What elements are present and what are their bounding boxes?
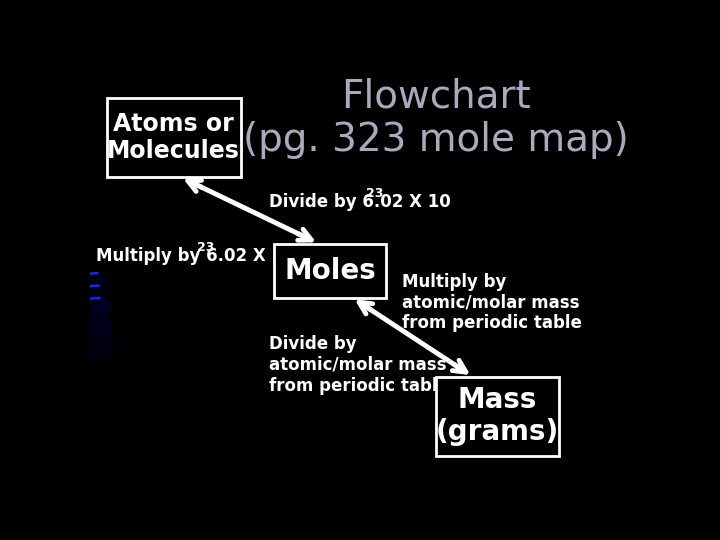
- FancyBboxPatch shape: [274, 244, 386, 298]
- Text: Divide by
atomic/molar mass
from periodic table: Divide by atomic/molar mass from periodi…: [269, 335, 449, 395]
- Text: Moles: Moles: [284, 256, 376, 285]
- FancyBboxPatch shape: [107, 98, 240, 177]
- Text: Flowchart
(pg. 323 mole map): Flowchart (pg. 323 mole map): [243, 77, 629, 159]
- FancyBboxPatch shape: [436, 377, 559, 456]
- Text: Mass
(grams): Mass (grams): [436, 386, 559, 447]
- Text: Multiply by
atomic/molar mass
from periodic table: Multiply by atomic/molar mass from perio…: [402, 273, 582, 332]
- Text: Multiply by 6.02 X 10: Multiply by 6.02 X 10: [96, 247, 294, 265]
- Text: Atoms or
Molecules: Atoms or Molecules: [107, 112, 240, 164]
- Text: 23: 23: [197, 241, 215, 254]
- Text: 23: 23: [366, 186, 384, 199]
- Text: Divide by 6.02 X 10: Divide by 6.02 X 10: [269, 193, 450, 211]
